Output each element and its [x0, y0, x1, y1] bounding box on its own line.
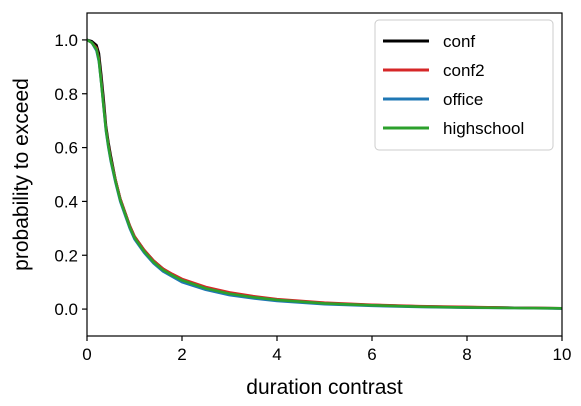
y-tick-label: 1.0	[54, 31, 78, 50]
legend-label-conf2: conf2	[443, 61, 485, 80]
x-tick-label: 0	[82, 345, 91, 364]
series-layer	[87, 38, 562, 310]
legend: conf conf2 office highschool	[374, 19, 554, 151]
y-tick-label: 0.6	[54, 139, 78, 158]
ticks-layer: 0 2 4 6 8 10 0.0 0.2 0.4 0.6 0.8 1.0	[54, 31, 571, 364]
plot-area-frame	[86, 12, 563, 337]
series-line-highschool	[87, 38, 562, 310]
y-axis-label: probability to exceed	[10, 78, 33, 271]
y-tick-label: 0.8	[54, 85, 78, 104]
y-tick-label: 0.0	[54, 300, 78, 319]
x-tick-label: 10	[553, 345, 572, 364]
y-tick-label: 0.2	[54, 246, 78, 265]
x-tick-label: 6	[367, 345, 376, 364]
legend-frame	[374, 19, 554, 151]
legend-label-highschool: highschool	[443, 119, 524, 138]
x-tick-label: 4	[272, 345, 281, 364]
x-axis-label: duration contrast	[246, 376, 403, 399]
x-tick-label: 2	[177, 345, 186, 364]
legend-label-conf: conf	[443, 32, 475, 51]
x-tick-label: 8	[462, 345, 471, 364]
y-tick-label: 0.4	[54, 192, 78, 211]
legend-label-office: office	[443, 90, 483, 109]
